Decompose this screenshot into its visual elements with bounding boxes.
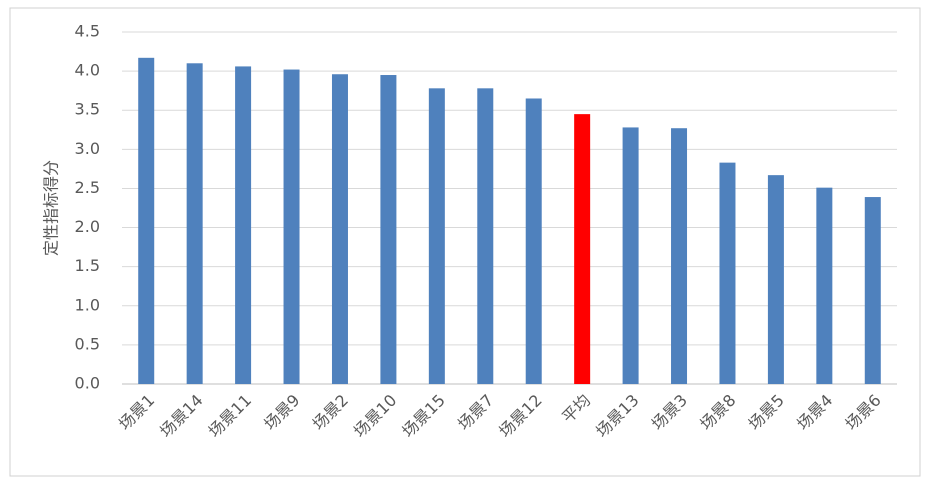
y-tick-label: 3.0: [75, 139, 100, 158]
bar: [525, 98, 542, 384]
bar: [138, 57, 155, 385]
y-tick-label: 0.0: [75, 374, 100, 393]
bar: [428, 88, 445, 384]
bar: [864, 197, 881, 384]
bar: [186, 63, 203, 385]
bar: [477, 88, 494, 384]
bar: [816, 187, 833, 384]
y-tick-label: 4.0: [75, 61, 100, 80]
bar: [719, 162, 736, 384]
y-axis-label: 定性指标得分: [42, 160, 61, 256]
y-tick-label: 1.0: [75, 295, 100, 314]
bar: [380, 75, 397, 385]
bar: [283, 69, 300, 385]
y-tick-label: 4.5: [75, 22, 100, 41]
y-tick-label: 0.5: [75, 334, 100, 353]
y-tick-label: 2.5: [75, 178, 100, 197]
y-tick-label: 2.0: [75, 217, 100, 236]
bar: [767, 175, 784, 384]
y-tick-label: 1.5: [75, 256, 100, 275]
y-tick-label: 3.5: [75, 100, 100, 119]
bar: [622, 127, 639, 384]
bar: [574, 114, 591, 384]
bar: [235, 66, 252, 384]
bar: [671, 128, 688, 384]
bar: [331, 74, 348, 385]
